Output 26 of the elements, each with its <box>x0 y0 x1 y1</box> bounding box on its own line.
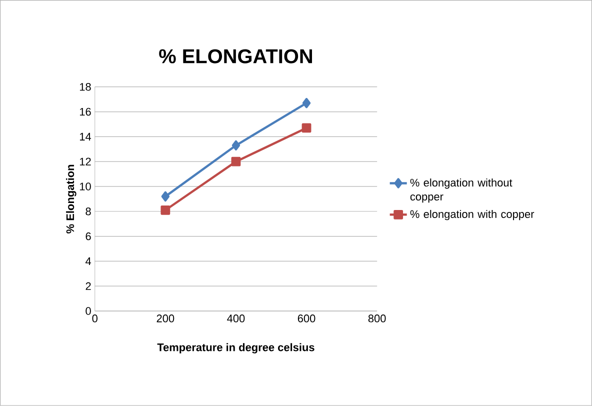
x-tick-label: 800 <box>368 314 386 322</box>
y-tick-label: 10 <box>80 182 91 190</box>
legend-label: % elongation with copper <box>410 210 534 220</box>
chart-title: % ELONGATION <box>159 49 312 64</box>
y-axis-title: % Elongation <box>66 164 76 234</box>
point <box>232 140 240 151</box>
x-tick-label: 400 <box>227 314 245 322</box>
point <box>302 123 312 133</box>
point <box>160 206 170 215</box>
y-tick-label: 12 <box>80 158 91 166</box>
point <box>231 156 241 166</box>
y-tick-label: 18 <box>80 83 91 91</box>
y-tick-label: 8 <box>86 208 91 216</box>
y-tick-label: 4 <box>85 258 92 266</box>
y-tick-label: 2 <box>86 282 91 290</box>
y-tick-label: 0 <box>86 307 91 315</box>
x-tick-label: 0 <box>92 314 98 322</box>
y-tick-label: 16 <box>80 108 91 116</box>
point <box>302 98 311 108</box>
y-tick-label: 14 <box>80 132 92 141</box>
x-tick-label: 600 <box>298 314 316 322</box>
legend-label: % elongation without copper <box>410 178 512 203</box>
x-tick-label: 200 <box>156 314 174 322</box>
point <box>161 191 170 202</box>
y-tick-label: 6 <box>86 232 91 240</box>
x-axis-title: Temperature in degree celsius <box>157 343 314 354</box>
